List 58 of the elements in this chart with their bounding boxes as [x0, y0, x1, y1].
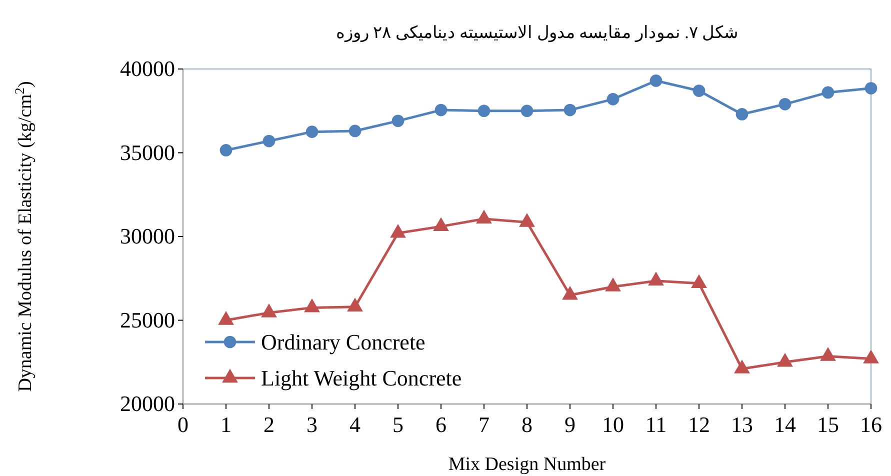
point	[478, 104, 490, 118]
point	[777, 352, 793, 367]
y-tick-label: 35000	[120, 140, 175, 165]
x-tick-label: 7	[478, 412, 490, 437]
point	[778, 98, 792, 110]
point	[519, 213, 535, 227]
x-tick-label: 3	[306, 412, 318, 437]
legend-label: Light Weight Concrete	[261, 366, 462, 391]
point	[562, 286, 578, 300]
chart-title: شکل ۷. نمودار مقایسه مدول الاستیسیته دینامیکی ۲۸ روزه	[336, 23, 738, 43]
x-tick-label: 0	[178, 412, 188, 437]
x-tick-label: 10	[602, 412, 624, 437]
x-tick-label: 4	[350, 412, 360, 437]
point	[433, 217, 449, 232]
point	[822, 86, 834, 99]
x-tick-label: 15	[817, 412, 839, 437]
point	[736, 108, 748, 120]
point	[434, 104, 448, 116]
legend-label: Ordinary Concrete	[261, 330, 426, 355]
point	[734, 360, 750, 374]
point	[347, 298, 363, 312]
point	[520, 104, 534, 118]
point	[392, 114, 404, 128]
x-tick-label: 14	[774, 412, 796, 437]
x-tick-label: 12	[688, 412, 710, 437]
point	[564, 104, 576, 116]
x-tick-label: 11	[645, 412, 667, 437]
y-tick-label: 40000	[120, 56, 175, 82]
x-tick-label: 9	[564, 412, 576, 437]
y-tick-label: 25000	[120, 307, 175, 332]
point	[605, 278, 621, 292]
point	[606, 92, 620, 106]
x-tick-label: 6	[436, 412, 446, 437]
point	[220, 144, 232, 156]
point	[306, 126, 318, 138]
point	[476, 210, 492, 224]
x-tick-label: 13	[731, 412, 753, 437]
point	[390, 224, 406, 238]
point	[262, 134, 276, 148]
point	[648, 272, 664, 286]
y-tick-label: 30000	[120, 224, 175, 249]
point	[820, 347, 836, 361]
x-axis-title: Mix Design Number	[448, 454, 606, 475]
point	[692, 84, 706, 97]
point	[650, 74, 662, 87]
point	[218, 311, 234, 325]
x-tick-label: 5	[392, 412, 404, 437]
point	[864, 82, 878, 94]
point	[348, 124, 362, 138]
y-tick-label: 20000	[120, 391, 175, 416]
x-tick-label: 2	[264, 412, 274, 437]
point	[691, 274, 707, 288]
x-tick-label: 16	[860, 412, 882, 437]
x-tick-label: 1	[220, 412, 232, 437]
point	[261, 304, 277, 318]
point	[304, 298, 320, 312]
x-tick-label: 8	[522, 412, 532, 437]
point	[863, 350, 879, 364]
